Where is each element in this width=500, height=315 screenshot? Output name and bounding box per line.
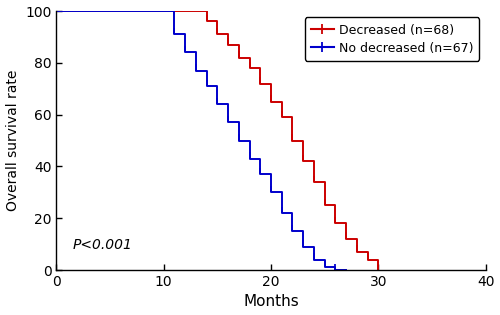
Legend: Decreased (n=68), No decreased (n=67): Decreased (n=68), No decreased (n=67): [305, 17, 480, 61]
Text: P<0.001: P<0.001: [72, 238, 132, 252]
Y-axis label: Overall survival rate: Overall survival rate: [6, 70, 20, 211]
X-axis label: Months: Months: [243, 295, 299, 309]
